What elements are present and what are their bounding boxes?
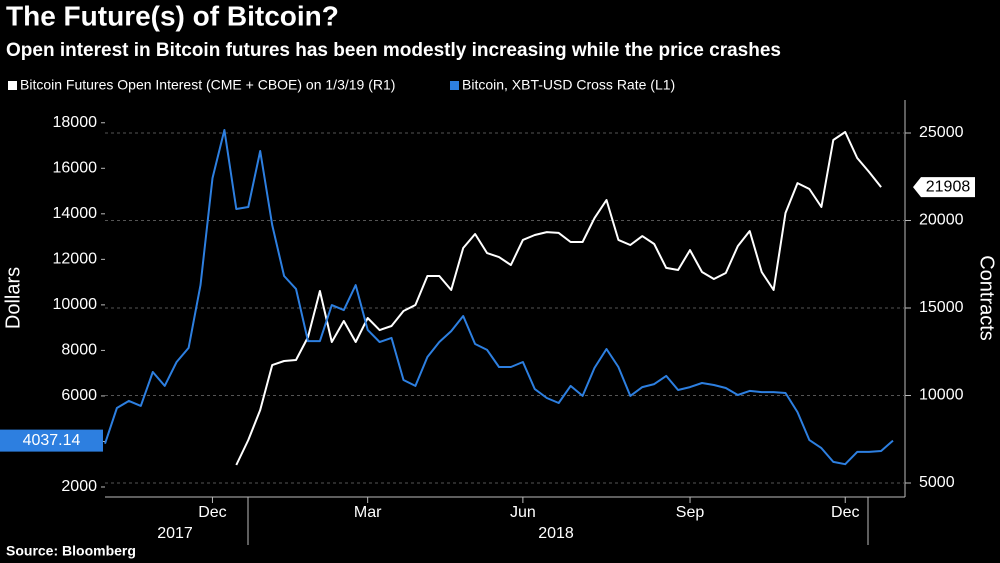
source: Source: Bloomberg	[6, 543, 136, 559]
legend-swatch	[8, 81, 17, 90]
chart-subtitle: Open interest in Bitcoin futures has bee…	[6, 40, 781, 61]
legend-label: Bitcoin Futures Open Interest (CME + CBO…	[20, 77, 395, 93]
last-value-label: 21908	[926, 178, 971, 195]
chart-title: The Future(s) of Bitcoin?	[6, 0, 339, 31]
x-tick-label: Sep	[676, 504, 705, 521]
x-tick-label: Dec	[198, 504, 226, 521]
legend-label: Bitcoin, XBT-USD Cross Rate (L1)	[462, 77, 675, 93]
y-tick-label: 12000	[53, 251, 98, 268]
y-axis-title: Dollars	[2, 267, 24, 329]
y2-tick-label: 5000	[919, 474, 955, 491]
last-value-box	[913, 177, 975, 198]
y-tick-label: 2000	[61, 478, 97, 495]
last-value-box	[0, 429, 103, 452]
x-group-label: 2018	[538, 525, 574, 542]
legend-swatch	[450, 81, 459, 90]
y-tick-label: 6000	[61, 387, 97, 404]
y-tick-label: 18000	[53, 114, 98, 131]
y2-tick-label: 20000	[919, 212, 964, 229]
y-tick-label: 8000	[61, 342, 97, 359]
y2-tick-label: 10000	[919, 387, 964, 404]
x-tick-label: Mar	[354, 504, 382, 521]
y-tick-label: 16000	[53, 160, 98, 177]
last-value-label: 4037.14	[23, 432, 81, 449]
x-group-label: 2017	[157, 525, 193, 542]
y2-tick-label: 25000	[919, 124, 964, 141]
y-tick-label: 14000	[53, 205, 98, 222]
series-line	[235, 131, 882, 466]
series-line	[104, 129, 894, 466]
x-tick-label: Jun	[510, 504, 536, 521]
x-tick-label: Dec	[831, 504, 859, 521]
y2-tick-label: 15000	[919, 299, 964, 316]
y-tick-label: 10000	[53, 296, 98, 313]
y2-axis-title: Contracts	[976, 255, 998, 341]
